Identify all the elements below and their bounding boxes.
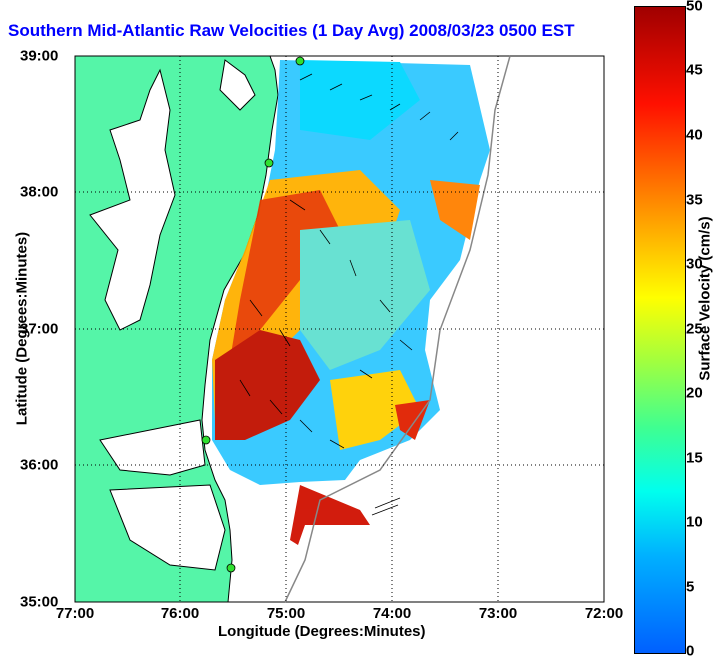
delaware-bay xyxy=(219,59,256,111)
x-tick: 72:00 xyxy=(584,605,624,622)
velocity-vectors xyxy=(239,73,459,516)
pamlico-sound xyxy=(109,484,226,571)
chesapeake-bay xyxy=(89,68,176,331)
colorbar-tick: 30 xyxy=(686,255,703,273)
map-title: Southern Mid-Atlantic Raw Velocities (1 … xyxy=(8,21,575,40)
colorbar-tick: 35 xyxy=(686,191,703,209)
x-tick: 74:00 xyxy=(372,605,412,622)
y-axis-label: Latitude (Degrees:Minutes) xyxy=(13,231,31,426)
y-tick: 38:00 xyxy=(20,183,59,201)
grid-lines xyxy=(75,56,604,602)
y-tick: 35:00 xyxy=(20,593,59,611)
colorbar-tick: 45 xyxy=(686,61,703,79)
albemarle-sound xyxy=(99,419,206,476)
x-axis-label: Longitude (Degrees:Minutes) xyxy=(218,623,426,640)
colorbar-tick: 40 xyxy=(686,126,703,144)
x-tick: 76:00 xyxy=(160,605,200,622)
x-tick: 77:00 xyxy=(55,605,95,622)
colorbar-tick: 20 xyxy=(686,384,703,402)
colorbar-tick: 5 xyxy=(686,578,695,596)
colorbar-tick: 0 xyxy=(686,642,695,660)
bathymetry-contour xyxy=(284,55,511,603)
colorbar-tick: 15 xyxy=(686,449,703,467)
y-tick: 37:00 xyxy=(20,320,59,338)
colorbar xyxy=(634,6,686,654)
radar-sites xyxy=(201,56,305,573)
colorbar-tick: 10 xyxy=(686,513,703,531)
colorbar-tick: 25 xyxy=(686,320,703,338)
x-tick: 75:00 xyxy=(266,605,306,622)
colorbar-tick: 50 xyxy=(686,0,703,15)
y-tick: 36:00 xyxy=(20,456,59,474)
y-tick: 39:00 xyxy=(20,47,59,65)
velocity-field xyxy=(212,60,490,545)
colorbar-label: Surface Velocity (cm/s) xyxy=(696,216,714,381)
x-tick: 73:00 xyxy=(478,605,518,622)
